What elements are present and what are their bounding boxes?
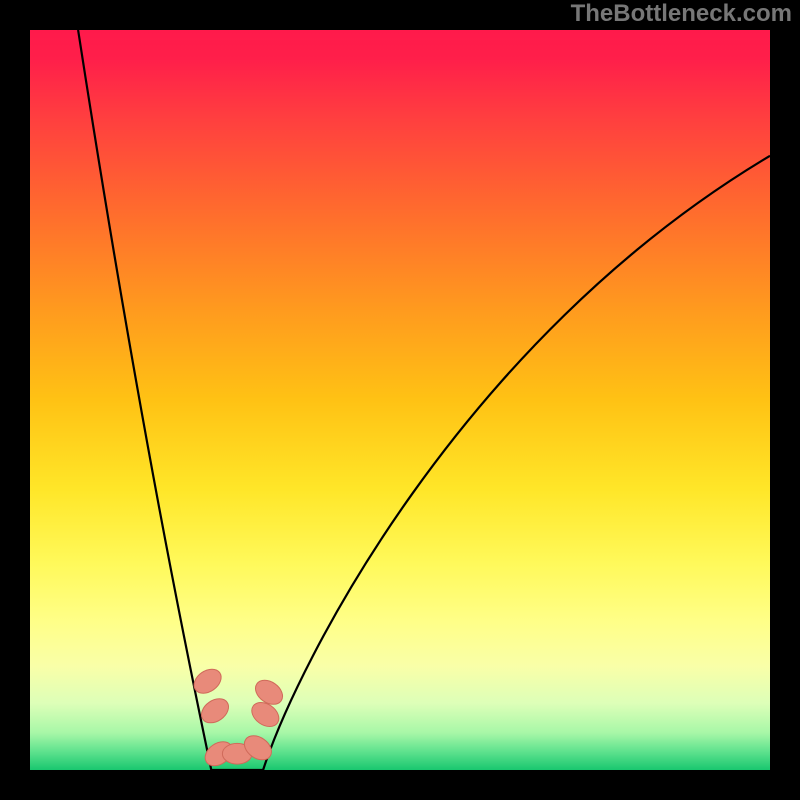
watermark-text: TheBottleneck.com bbox=[571, 0, 792, 27]
markers bbox=[190, 664, 288, 770]
curve-layer bbox=[30, 30, 770, 770]
curve-left bbox=[78, 30, 211, 770]
watermark: TheBottleneck.com bbox=[571, 0, 792, 28]
chart-container: TheBottleneck.com bbox=[0, 0, 800, 800]
plot-area bbox=[30, 30, 770, 770]
curve-right bbox=[263, 156, 770, 770]
